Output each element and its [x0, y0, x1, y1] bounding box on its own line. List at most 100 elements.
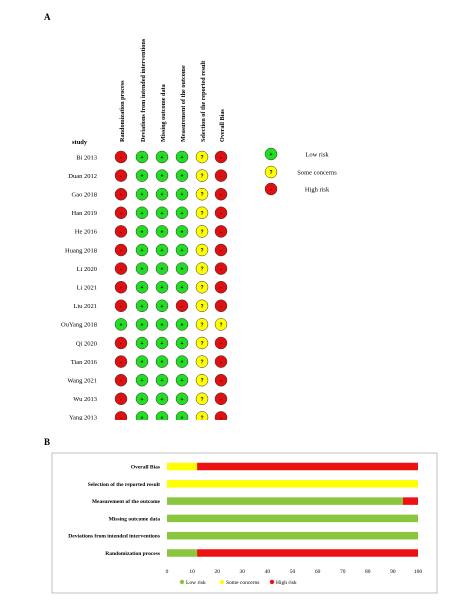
rating-dot-han-2019-2 — [155, 206, 169, 220]
x-tick-80: 80 — [365, 569, 371, 575]
study-label-tian-2016: Tian 2016 — [71, 359, 98, 366]
rating-dot-duan-2012-4 — [195, 169, 209, 182]
rating-dot-li-2021-5 — [214, 280, 228, 294]
rating-symbol-gao-2018-0: - — [120, 192, 122, 198]
rating-dot-qi-2020-5 — [214, 336, 228, 350]
rating-symbol-duan-2012-1: + — [141, 174, 144, 180]
bar-missing-outcome-data-low-risk — [167, 514, 418, 523]
rating-symbol-li-2021-0: - — [120, 285, 122, 291]
rating-symbol-qi-2020-0: - — [120, 341, 122, 347]
domain-header-deviations-from-intended-interventions: Deviations from intended interventions — [140, 38, 147, 142]
rating-dot-li-2021-1 — [135, 280, 149, 294]
rating-symbol-he-2016-0: - — [120, 229, 122, 235]
rating-symbol-ouyang-2018-1: + — [141, 322, 144, 328]
legend-dot-some — [264, 165, 278, 179]
rating-dot-qi-2020-2 — [155, 336, 169, 350]
rating-symbol-ouyang-2018-5: ? — [219, 322, 222, 328]
rating-symbol-gao-2018-5: - — [220, 192, 222, 198]
risk-of-bias-traffic-light-chart: A Randomization process Deviations from in… — [44, 12, 337, 420]
rating-dot-ouyang-2018-4 — [195, 318, 209, 331]
legend-marker-some-concerns — [219, 579, 225, 585]
rating-dot-huang-2018-3 — [175, 243, 189, 257]
rating-symbol-li-2020-3: + — [181, 267, 184, 273]
rating-symbol-gao-2018-3: + — [181, 192, 184, 198]
rating-symbol-duan-2012-2: + — [161, 174, 164, 180]
rating-symbol-he-2016-4: ? — [200, 229, 203, 235]
rating-dot-tian-2016-2 — [155, 355, 169, 368]
x-tick-70: 70 — [340, 569, 346, 575]
rating-symbol-bi-2013-2: + — [161, 155, 164, 161]
chart-frame — [51, 452, 438, 594]
rating-symbol-han-2019-4: ? — [200, 211, 203, 217]
domain-header-missing-outcome-data: Missing outcome data — [160, 84, 167, 142]
rating-symbol-han-2019-3: + — [181, 211, 184, 217]
rating-dot-wu-2013-0 — [114, 392, 128, 406]
rating-symbol-li-2020-0: - — [120, 267, 122, 273]
rating-dot-wang-2021-4 — [195, 373, 209, 387]
rating-dot-wang-2021-0 — [114, 373, 128, 387]
rating-dot-qi-2020-3 — [175, 336, 189, 350]
rating-dot-he-2016-2 — [155, 225, 169, 238]
legend-marker-high-risk — [269, 579, 275, 585]
rating-dot-wu-2013-4 — [195, 392, 209, 406]
legend-marker-low-risk — [179, 579, 185, 585]
rating-dot-li-2021-4 — [195, 280, 209, 294]
rating-symbol-he-2016-5: - — [220, 229, 222, 235]
rating-symbol-wu-2013-1: + — [141, 397, 144, 403]
rating-symbol-ouyang-2018-0: + — [120, 322, 123, 328]
rating-symbol-li-2020-5: - — [220, 267, 222, 273]
rating-dot-wang-2021-2 — [155, 373, 169, 387]
study-label-qi-2020: Qi 2020 — [76, 340, 97, 347]
rating-dot-duan-2012-5 — [214, 169, 228, 182]
rating-dot-wang-2021-5 — [214, 373, 228, 387]
rating-symbol-huang-2018-0: - — [120, 248, 122, 254]
x-tick-30: 30 — [240, 569, 246, 575]
rating-dot-qi-2020-0 — [114, 336, 128, 350]
rating-symbol-wang-2021-0: - — [120, 378, 122, 384]
rating-dot-he-2016-5 — [214, 225, 228, 238]
x-tick-100: 100 — [414, 569, 423, 575]
rating-symbol-han-2019-0: - — [120, 211, 122, 217]
category-label-overall-bias: Overall Bias — [131, 465, 160, 471]
rating-symbol-ouyang-2018-2: + — [161, 322, 164, 328]
rating-symbol-tian-2016-5: - — [220, 360, 222, 366]
domain-header-selection-of-the-reported-result: Selection of the reported result — [200, 60, 207, 142]
category-label-deviations-from-intended-interventions: Deviations from intended interventions — [68, 534, 160, 540]
rating-symbol-li-2020-2: + — [161, 267, 164, 273]
legend-label-high: High risk — [305, 187, 330, 194]
rating-dot-gao-2018-2 — [155, 187, 169, 201]
rating-dot-han-2019-4 — [195, 206, 209, 220]
rating-dot-bi-2013-5 — [214, 150, 228, 164]
rating-dot-wang-2021-1 — [135, 373, 149, 387]
rating-dot-gao-2018-1 — [135, 187, 149, 201]
study-label-ouyang-2018: OuYang 2018 — [61, 322, 97, 329]
rating-symbol-wang-2021-2: + — [161, 378, 164, 384]
category-label-measurement-of-the-outcome: Measurement of the outcome — [92, 499, 161, 505]
legend-label-low: Low risk — [305, 152, 329, 159]
x-tick-50: 50 — [290, 569, 296, 575]
rating-symbol-gao-2018-1: + — [141, 192, 144, 198]
rating-dot-ouyang-2018-0 — [114, 318, 128, 331]
legend-label-some-concerns: Some concerns — [226, 580, 259, 586]
rating-dot-gao-2018-0 — [114, 187, 128, 201]
rating-dot-li-2021-2 — [155, 280, 169, 294]
rating-dot-li-2020-0 — [114, 262, 128, 275]
rating-dot-li-2020-2 — [155, 262, 169, 275]
rating-dot-duan-2012-0 — [114, 169, 128, 182]
rating-dot-yang-2013-0 — [114, 411, 128, 420]
rating-symbol-qi-2020-5: - — [220, 341, 222, 347]
rating-symbol-li-2021-1: + — [141, 285, 144, 291]
rating-symbol-duan-2012-5: - — [220, 174, 222, 180]
rating-symbol-duan-2012-4: ? — [200, 174, 203, 180]
rating-dot-han-2019-3 — [175, 206, 189, 220]
bar-overall-bias-high-risk — [197, 462, 418, 471]
legend-symbol-some: ? — [269, 170, 272, 176]
rating-dot-wu-2013-5 — [214, 392, 228, 406]
rating-dot-wu-2013-3 — [175, 392, 189, 406]
rating-dot-han-2019-1 — [135, 206, 149, 220]
rating-symbol-qi-2020-1: + — [141, 341, 144, 347]
rating-dot-huang-2018-4 — [195, 243, 209, 257]
domain-header-overall-bias: Overall Bias — [219, 109, 226, 142]
rating-symbol-bi-2013-4: ? — [200, 155, 203, 161]
